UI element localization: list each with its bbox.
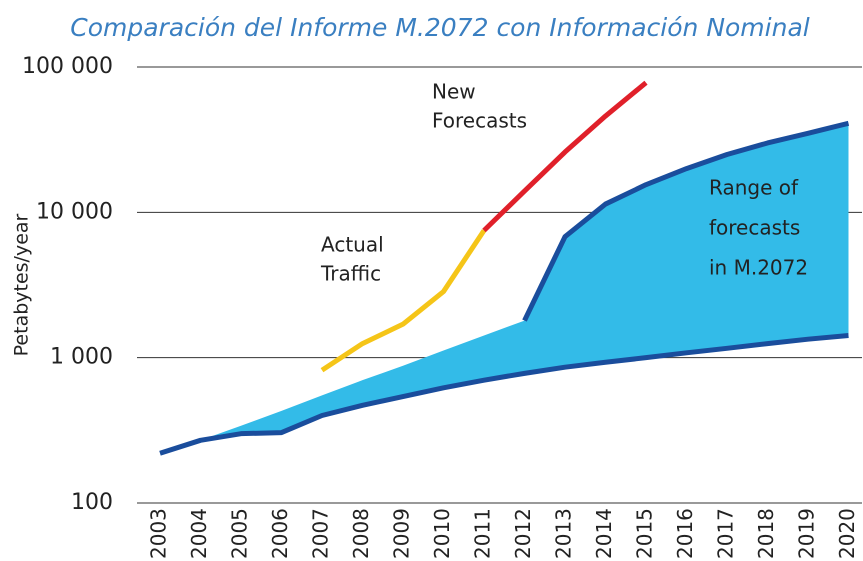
- x-tick-label: 2014: [592, 508, 616, 559]
- y-tick-label: 10 000: [36, 199, 113, 224]
- range-area: [160, 123, 849, 454]
- x-tick-label: 2005: [228, 508, 252, 559]
- range-lower-line: [159, 333, 849, 456]
- x-tick-label: 2007: [309, 508, 333, 559]
- x-tick-label: 2009: [390, 508, 414, 559]
- x-tick-label: 2013: [552, 508, 576, 559]
- x-tick-label: 2020: [835, 508, 859, 559]
- annotation: Actual: [321, 233, 384, 257]
- x-tick-label: 2008: [349, 508, 373, 559]
- x-tick-label: 2019: [795, 508, 819, 559]
- annotation: Forecasts: [432, 109, 527, 133]
- range-upper-line: [522, 120, 850, 322]
- x-tick-label: 2003: [147, 508, 171, 559]
- annotation: forecasts: [709, 216, 800, 240]
- x-tick-label: 2017: [714, 508, 738, 559]
- x-tick-label: 2016: [673, 508, 697, 559]
- annotation: New: [432, 80, 476, 104]
- x-tick-label: 2011: [471, 508, 495, 559]
- y-tick-label: 100 000: [22, 54, 113, 79]
- annotation: in M.2072: [709, 256, 808, 280]
- annotation: Range of: [709, 176, 799, 200]
- chart-title: Comparación del Informe M.2072 con Infor…: [70, 13, 810, 42]
- x-tick-label: 2012: [511, 508, 535, 559]
- series-line: [482, 80, 648, 233]
- y-axis-label: Petabytes/year: [11, 213, 33, 356]
- x-tick-label: 2006: [268, 508, 292, 559]
- y-tick-label: 100: [71, 490, 113, 515]
- x-tick-label: 2015: [633, 508, 657, 559]
- x-tick-label: 2018: [754, 508, 778, 559]
- y-tick-label: 1 000: [50, 345, 113, 370]
- annotation: Traffic: [320, 262, 381, 286]
- x-tick-label: 2010: [430, 508, 454, 559]
- series-line: [320, 229, 487, 373]
- x-tick-label: 2004: [187, 508, 211, 559]
